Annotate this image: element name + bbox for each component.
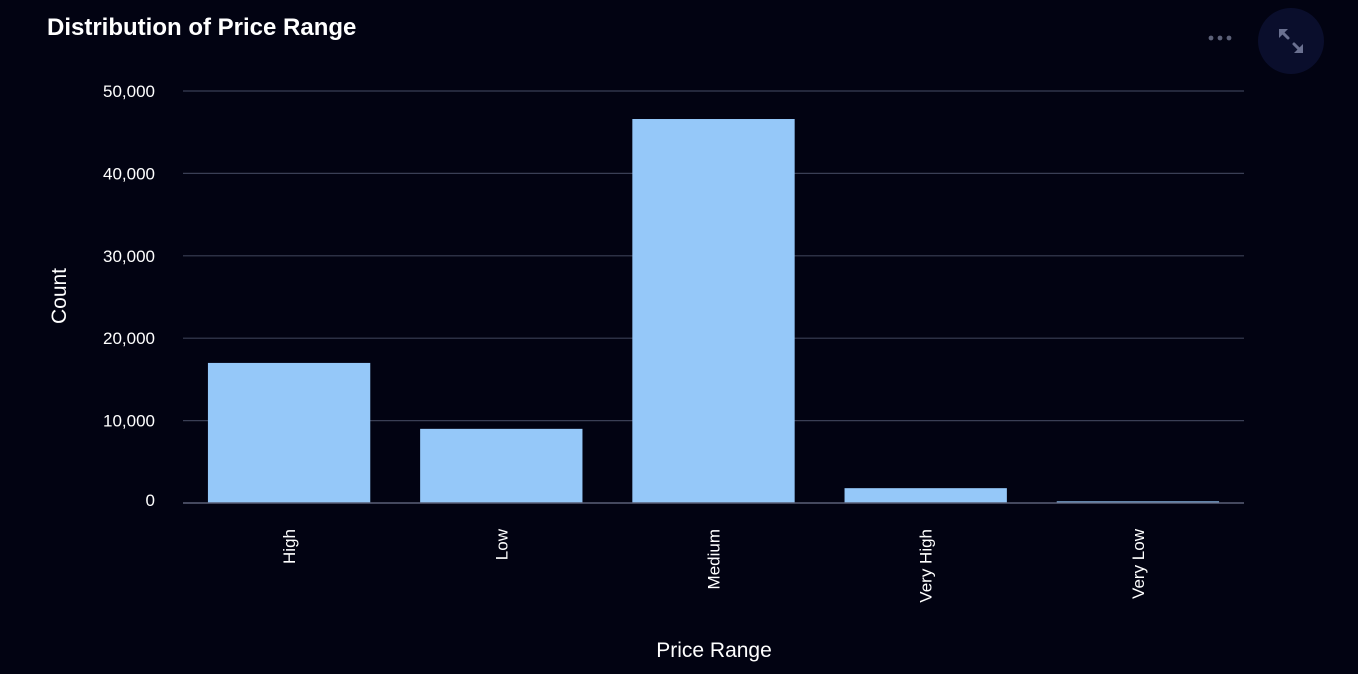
y-tick-label: 10,000	[103, 412, 155, 431]
x-tick-label: High	[280, 529, 299, 564]
chart-toolbar	[1196, 8, 1336, 74]
more-horizontal-icon	[1208, 35, 1232, 41]
y-tick-label: 40,000	[103, 164, 155, 183]
x-axis-title: Price Range	[656, 639, 772, 662]
bar[interactable]	[207, 362, 371, 503]
fullscreen-button[interactable]	[1258, 8, 1324, 74]
y-tick-label: 50,000	[103, 82, 155, 101]
x-tick-label: Low	[492, 528, 511, 560]
bar[interactable]	[420, 428, 583, 503]
y-axis-title: Count	[48, 268, 71, 324]
more-options-button[interactable]	[1206, 28, 1234, 48]
bar[interactable]	[632, 119, 795, 504]
y-tick-label: 20,000	[103, 329, 155, 348]
x-tick-label: Very Low	[1129, 528, 1148, 599]
x-axis-ticks: High Low Medium Very High Very Low	[280, 528, 1148, 602]
x-tick-label: Medium	[705, 529, 724, 589]
y-tick-label: 30,000	[103, 247, 155, 266]
bar[interactable]	[844, 488, 1007, 503]
bars	[207, 119, 1220, 504]
bar[interactable]	[1056, 501, 1220, 503]
chart-title: Distribution of Price Range	[47, 14, 357, 41]
expand-icon	[1279, 29, 1303, 53]
y-tick-label: 0	[146, 491, 155, 510]
x-tick-label: Very High	[917, 529, 936, 603]
y-axis-ticks: 0 10,000 20,000 30,000 40,000 50,000	[103, 82, 155, 510]
